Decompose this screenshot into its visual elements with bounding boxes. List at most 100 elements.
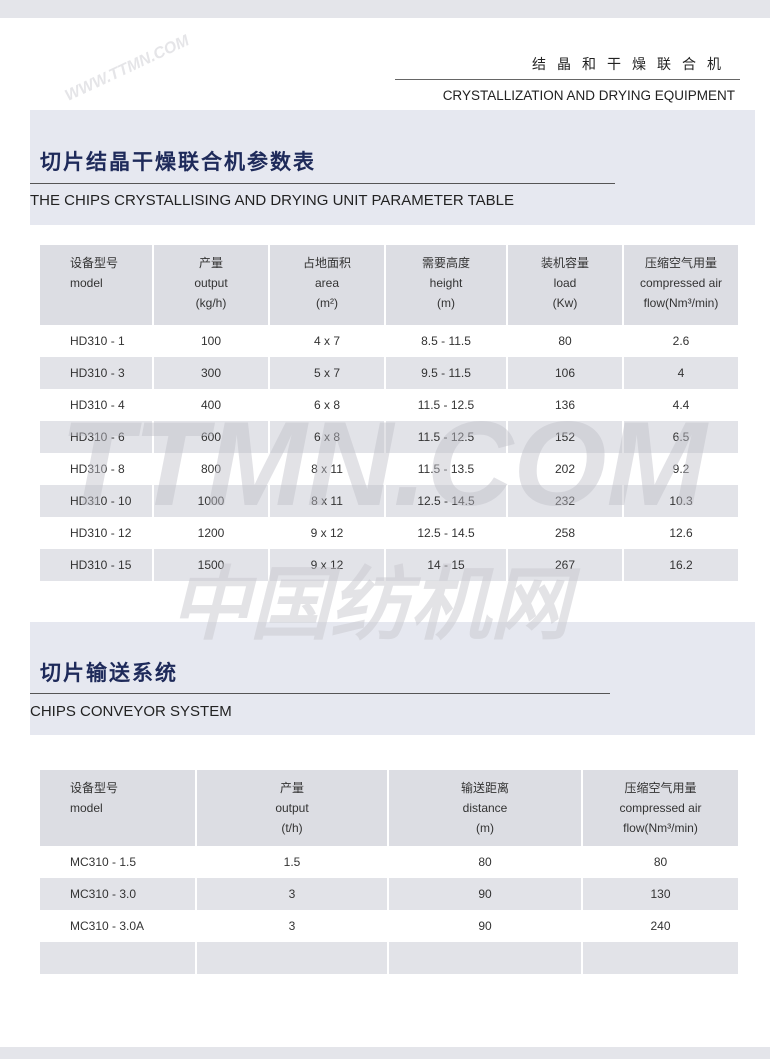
table-cell: HD310 - 15 xyxy=(40,549,152,581)
table-cell: HD310 - 10 xyxy=(40,485,152,517)
table-row: HD310 - 15 1500 9 x 12 14 - 15 267 16.2 xyxy=(40,549,738,581)
table-cell: 6.5 xyxy=(624,421,738,453)
column-header-cn: 产量 xyxy=(198,256,223,270)
table-cell: 6 x 8 xyxy=(270,421,384,453)
column-header-en: area xyxy=(314,276,340,290)
table-cell: 8 x 11 xyxy=(270,485,384,517)
table-cell: 1500 xyxy=(154,549,268,581)
column-header: 装机容量 load (Kw) xyxy=(508,245,622,325)
table-cell: 130 xyxy=(583,878,738,910)
table-cell: 300 xyxy=(154,357,268,389)
section1-divider xyxy=(30,183,615,184)
table-cell: 10.3 xyxy=(624,485,738,517)
column-header-cn: 装机容量 xyxy=(540,256,589,270)
column-header-cn: 设备型号 xyxy=(70,256,119,270)
table-cell: 12.5 - 14.5 xyxy=(386,485,506,517)
column-header: 产量 output (t/h) xyxy=(197,770,387,846)
header-title-en: CRYSTALLIZATION AND DRYING EQUIPMENT xyxy=(442,88,735,103)
table-row: HD310 - 4 400 6 x 8 11.5 - 12.5 136 4.4 xyxy=(40,389,738,421)
column-header: 设备型号 model xyxy=(40,245,152,325)
table-cell: 100 xyxy=(200,334,222,348)
table-cell: 136 xyxy=(554,398,576,412)
table-cell: 4 xyxy=(624,357,738,389)
table-cell xyxy=(197,942,387,974)
table-cell: MC310 - 3.0 xyxy=(40,878,195,910)
table-cell: 80 xyxy=(653,855,668,869)
table-row: MC310 - 3.0 3 90 130 xyxy=(40,878,738,910)
section2-divider xyxy=(30,693,610,694)
column-header: 占地面积 area (m²) xyxy=(270,245,384,325)
column-header: 需要高度 height (m) xyxy=(386,245,506,325)
column-header-cn: 压缩空气用量 xyxy=(624,781,697,795)
table-cell: 400 xyxy=(200,398,222,412)
table-cell: 8.5 - 11.5 xyxy=(421,334,471,348)
table-cell xyxy=(389,942,581,974)
column-header-unit: flow(Nm³/min) xyxy=(643,296,719,310)
table-cell: 9 x 12 xyxy=(310,526,344,540)
column-header-en: model xyxy=(70,276,103,290)
table-row: HD310 - 8 800 8 x 11 11.5 - 13.5 202 9.2 xyxy=(40,453,738,485)
column-header-cn: 设备型号 xyxy=(70,781,119,795)
column-header-en: distance xyxy=(462,801,508,815)
table-row: HD310 - 10 1000 8 x 11 12.5 - 14.5 232 10.3 xyxy=(40,485,738,517)
column-header-en: compressed air xyxy=(619,801,702,815)
table-row: HD310 - 12 1200 9 x 12 12.5 - 14.5 258 12.6 xyxy=(40,517,738,549)
column-header-en: height xyxy=(429,276,463,290)
table-row xyxy=(40,942,738,974)
column-header: 输送距离 distance (m) xyxy=(389,770,581,846)
table-cell: 232 xyxy=(508,485,622,517)
watermark: WWW.TTMN.COM xyxy=(62,32,192,105)
table-cell: HD310 - 12 xyxy=(70,526,132,540)
column-header-unit: (m²) xyxy=(316,296,338,310)
table-cell: 267 xyxy=(508,549,622,581)
table-cell: 2.6 xyxy=(672,334,690,348)
column-header-cn: 需要高度 xyxy=(421,256,470,270)
column-header-cn: 输送距离 xyxy=(460,781,509,795)
column-header-unit: (Kw) xyxy=(552,296,578,310)
column-header-en: compressed air xyxy=(639,276,723,290)
column-header-unit: (m) xyxy=(437,296,455,310)
table-cell: 3 xyxy=(288,919,296,933)
column-header-unit: (kg/h) xyxy=(195,296,227,310)
section2-title-cn: 切片输送系统 xyxy=(40,662,178,685)
table-cell: 16.2 xyxy=(624,549,738,581)
table-row: HD310 - 1 100 4 x 7 8.5 - 11.5 80 2.6 xyxy=(40,325,738,357)
table-cell: 800 xyxy=(200,462,222,476)
table-cell: HD310 - 4 xyxy=(70,398,125,412)
table-cell: 3 xyxy=(197,878,387,910)
table-cell: 1000 xyxy=(154,485,268,517)
table-cell: 9.5 - 11.5 xyxy=(386,357,506,389)
table-cell: 202 xyxy=(554,462,576,476)
table-cell: 240 xyxy=(650,919,671,933)
table-cell: 11.5 - 12.5 xyxy=(386,421,506,453)
table-cell: 14 - 15 xyxy=(386,549,506,581)
column-header-en: output xyxy=(275,801,309,815)
column-header-cn: 占地面积 xyxy=(302,256,351,270)
table-cell: MC310 - 1.5 xyxy=(70,855,137,869)
header-divider xyxy=(395,79,740,80)
table-cell: MC310 - 3.0A xyxy=(70,919,145,933)
table-cell: 80 xyxy=(478,855,492,869)
table-cell: 12.5 - 14.5 xyxy=(417,526,475,540)
column-header-unit: (m) xyxy=(476,821,494,835)
table-cell: 90 xyxy=(389,878,581,910)
table-cell: 90 xyxy=(478,919,492,933)
table-cell: 1.5 xyxy=(283,855,301,869)
table-cell: HD310 - 1 xyxy=(70,334,125,348)
table-cell: 106 xyxy=(508,357,622,389)
header-title-cn: 结晶和干燥联合机 xyxy=(532,56,732,72)
table-row: MC310 - 3.0A 3 90 240 xyxy=(40,910,738,942)
table-cell: 11.5 - 13.5 xyxy=(417,462,475,476)
table-cell xyxy=(583,942,738,974)
table-cell: 258 xyxy=(554,526,576,540)
table-cell: 11.5 - 12.5 xyxy=(417,398,475,412)
table-row: MC310 - 1.5 1.5 80 80 xyxy=(40,846,738,878)
section1-title-en: THE CHIPS CRYSTALLISING AND DRYING UNIT … xyxy=(30,192,514,209)
column-header-en: load xyxy=(553,276,577,290)
table-cell: 5 x 7 xyxy=(270,357,384,389)
column-header-cn: 产量 xyxy=(279,781,304,795)
table-cell: 600 xyxy=(154,421,268,453)
table-row: HD310 - 6 600 6 x 8 11.5 - 12.5 152 6.5 xyxy=(40,421,738,453)
column-header: 产量 output (kg/h) xyxy=(154,245,268,325)
column-header: 压缩空气用量 compressed air flow(Nm³/min) xyxy=(624,245,738,325)
